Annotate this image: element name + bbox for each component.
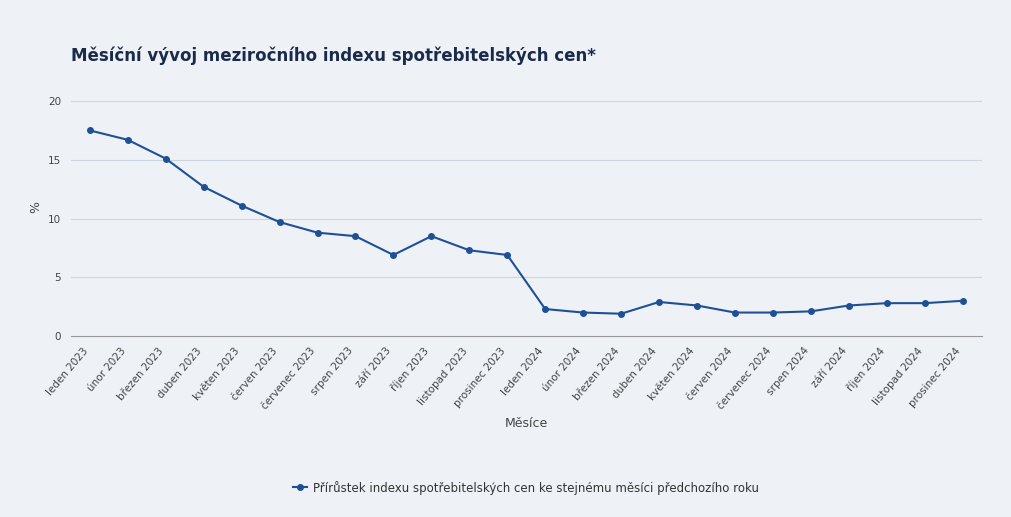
Přírůstek indexu spotřebitelských cen ke stejnému měsíci předchozího roku: [121, 136, 133, 143]
X-axis label: Měsíce: Měsíce: [504, 417, 547, 430]
Přírůstek indexu spotřebitelských cen ke stejnému měsíci předchozího roku: [652, 299, 664, 305]
Přírůstek indexu spotřebitelských cen ke stejnému měsíci předchozího roku: [918, 300, 930, 306]
Přírůstek indexu spotřebitelských cen ke stejnému měsíci předchozího roku: [691, 302, 703, 309]
Přírůstek indexu spotřebitelských cen ke stejnému měsíci předchozího roku: [311, 230, 324, 236]
Přírůstek indexu spotřebitelských cen ke stejnému měsíci předchozího roku: [539, 306, 551, 312]
Přírůstek indexu spotřebitelských cen ke stejnému měsíci předchozího roku: [955, 298, 968, 304]
Přírůstek indexu spotřebitelských cen ke stejnému měsíci předchozího roku: [880, 300, 892, 306]
Přírůstek indexu spotřebitelských cen ke stejnému měsíci předchozího roku: [766, 310, 778, 316]
Přírůstek indexu spotřebitelských cen ke stejnému měsíci předchozího roku: [500, 252, 513, 258]
Přírůstek indexu spotřebitelských cen ke stejnému měsíci předchozího roku: [842, 302, 854, 309]
Line: Přírůstek indexu spotřebitelských cen ke stejnému měsíci předchozího roku: Přírůstek indexu spotřebitelských cen ke…: [87, 128, 964, 316]
Přírůstek indexu spotřebitelských cen ke stejnému měsíci předchozího roku: [160, 156, 172, 162]
Přírůstek indexu spotřebitelských cen ke stejnému měsíci předchozího roku: [728, 310, 740, 316]
Přírůstek indexu spotřebitelských cen ke stejnému měsíci předchozího roku: [387, 252, 399, 258]
Přírůstek indexu spotřebitelských cen ke stejnému měsíci předchozího roku: [425, 233, 437, 239]
Legend: Přírůstek indexu spotřebitelských cen ke stejnému měsíci předchozího roku: Přírůstek indexu spotřebitelských cen ke…: [288, 476, 763, 500]
Přírůstek indexu spotřebitelských cen ke stejnému měsíci předchozího roku: [463, 247, 475, 253]
Přírůstek indexu spotřebitelských cen ke stejnému měsíci předchozího roku: [84, 127, 96, 133]
Přírůstek indexu spotřebitelských cen ke stejnému měsíci předchozího roku: [804, 308, 816, 314]
Přírůstek indexu spotřebitelských cen ke stejnému měsíci předchozího roku: [273, 219, 285, 225]
Text: Měsíční vývoj meziročního indexu spotřebitelských cen*: Měsíční vývoj meziročního indexu spotřeb…: [71, 47, 595, 65]
Y-axis label: %: %: [29, 201, 42, 213]
Přírůstek indexu spotřebitelských cen ke stejnému měsíci předchozího roku: [236, 203, 248, 209]
Přírůstek indexu spotřebitelských cen ke stejnému měsíci předchozího roku: [615, 311, 627, 317]
Přírůstek indexu spotřebitelských cen ke stejnému měsíci předchozího roku: [197, 184, 209, 190]
Přírůstek indexu spotřebitelských cen ke stejnému měsíci předchozího roku: [576, 310, 588, 316]
Přírůstek indexu spotřebitelských cen ke stejnému měsíci předchozího roku: [349, 233, 361, 239]
